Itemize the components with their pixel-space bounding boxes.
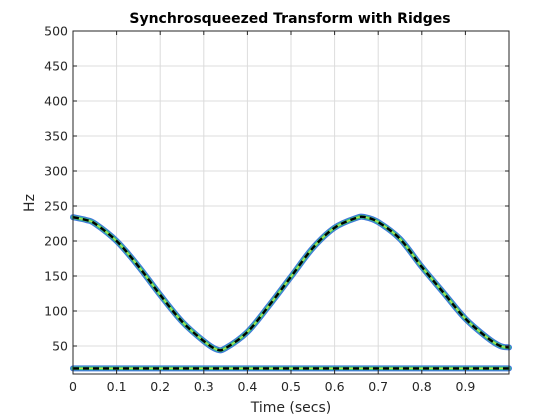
x-tick-label: 0.5: [281, 379, 301, 394]
y-tick-label: 400: [44, 94, 68, 109]
x-tick-label: 0.1: [107, 379, 127, 394]
y-tick-label: 50: [52, 339, 68, 354]
x-tick-label: 0.8: [412, 379, 432, 394]
x-tick-label: 0.2: [150, 379, 170, 394]
x-tick-label: 0.3: [194, 379, 214, 394]
chart-title: Synchrosqueezed Transform with Ridges: [129, 11, 450, 27]
y-tick-label: 500: [44, 24, 68, 39]
y-tick-label: 200: [44, 234, 68, 249]
x-tick-label: 0.9: [455, 379, 475, 394]
x-tick-label: 0: [69, 379, 77, 394]
x-tick-label: 0.7: [368, 379, 388, 394]
y-tick-label: 450: [44, 59, 68, 74]
tick-layer: 0 0.1 0.2 0.3 0.4 0.5 0.6 0.7 0.8 0.9 50 100 150 200 2…: [44, 24, 509, 394]
x-tick-label: 0.4: [237, 379, 257, 394]
series-layer: [70, 213, 512, 372]
y-tick-label: 150: [44, 269, 68, 284]
x-tick-label: 0.6: [325, 379, 345, 394]
y-tick-label: 350: [44, 129, 68, 144]
y-axis-label: Hz: [22, 194, 38, 212]
y-tick-label: 300: [44, 164, 68, 179]
y-tick-label: 100: [44, 304, 68, 319]
ridge-line-1: [72, 215, 510, 352]
x-axis-label: Time (secs): [250, 400, 332, 416]
y-tick-label: 250: [44, 199, 68, 214]
